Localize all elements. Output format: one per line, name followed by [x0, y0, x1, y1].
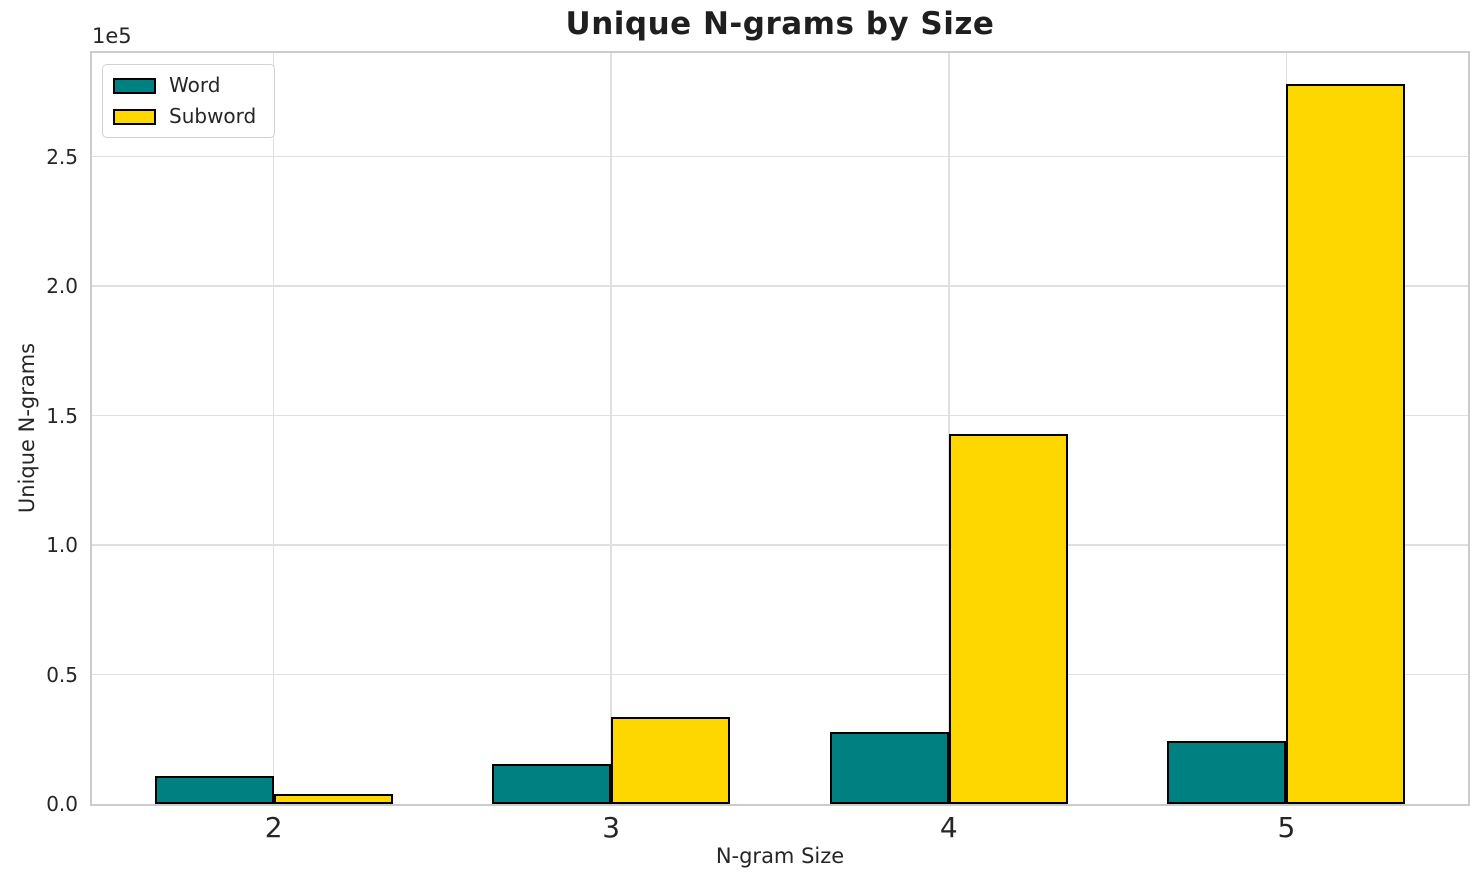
- legend-label-word: Word: [169, 73, 221, 97]
- legend-label-subword: Subword: [169, 104, 257, 128]
- x-tick-label: 4: [939, 811, 958, 844]
- subword-bar: [611, 717, 731, 804]
- subword-bar: [1286, 84, 1406, 804]
- y-tick-label: 2.5: [46, 144, 78, 169]
- word-bar: [829, 731, 949, 804]
- y-tick-label: 1.5: [46, 403, 78, 428]
- word-bar: [1167, 740, 1287, 804]
- grid-line-y: [92, 673, 1468, 676]
- grid-line-y: [92, 414, 1468, 417]
- grid-line-x: [610, 53, 612, 804]
- chart-title: Unique N-grams by Size: [565, 6, 995, 42]
- word-bar: [154, 776, 274, 804]
- y-tick-label: 0.0: [46, 792, 78, 816]
- grid-line-y: [92, 544, 1468, 546]
- x-tick-label: 5: [1277, 811, 1296, 844]
- x-tick-label: 3: [602, 811, 621, 844]
- grid-line-y: [92, 155, 1468, 158]
- word-bar: [492, 763, 612, 804]
- subword-series-swatch: [113, 108, 156, 125]
- word-series-swatch: [113, 77, 156, 94]
- grid-line-x: [948, 53, 950, 804]
- y-tick-label: 2.0: [46, 274, 78, 299]
- y-axis-tick-labels: 0.0 0.5 1.0 1.5 2.0 2.5: [0, 51, 82, 815]
- subword-bar: [273, 793, 393, 804]
- plot-area: Word Subword: [90, 51, 1470, 806]
- y-tick-label: 0.5: [46, 662, 78, 687]
- subword-bar: [948, 433, 1068, 804]
- y-axis-offset-label: 1e5: [92, 24, 132, 48]
- x-tick-label: 2: [264, 811, 283, 844]
- grid-line-y: [92, 285, 1468, 287]
- x-axis-label: N-gram Size: [715, 844, 845, 868]
- y-tick-label: 1.0: [46, 533, 78, 558]
- legend-item-word: Word: [113, 73, 256, 98]
- x-axis-tick-labels: 2 3 4 5: [90, 806, 1470, 850]
- grid-line-x: [272, 53, 275, 804]
- legend-item-subword: Subword: [113, 104, 256, 129]
- legend: Word Subword: [102, 64, 276, 138]
